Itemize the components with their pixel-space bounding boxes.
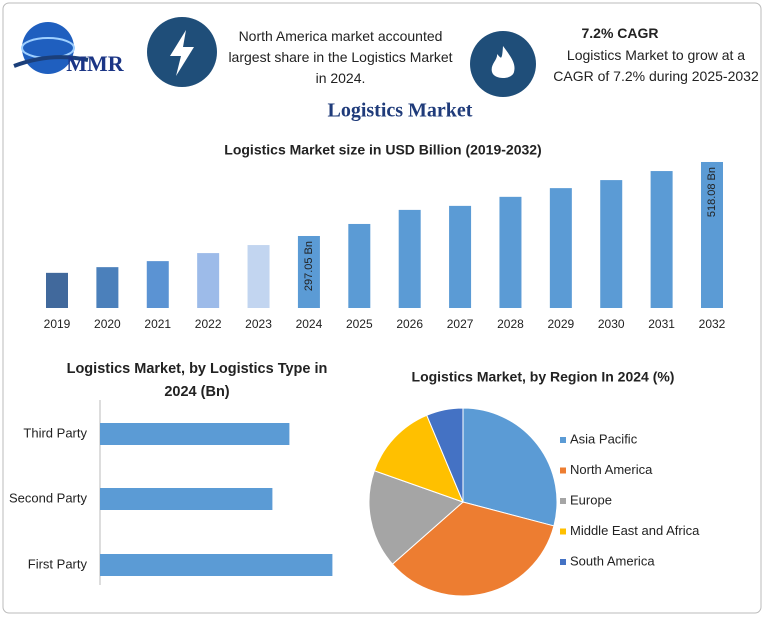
bar	[499, 196, 522, 308]
pie-slice	[462, 407, 558, 527]
bar	[96, 267, 119, 308]
legend-label: Middle East and Africa	[570, 523, 700, 538]
x-tick-label: 2029	[547, 317, 574, 331]
y-tick-label: First Party	[28, 556, 88, 571]
legend-swatch	[560, 498, 566, 504]
bar	[701, 161, 723, 308]
pie-slice	[373, 414, 464, 503]
x-tick-label: 2021	[144, 317, 171, 331]
bar	[398, 209, 421, 308]
x-tick-label: 2030	[598, 317, 625, 331]
x-tick-label: 2026	[396, 317, 423, 331]
cagr-text: Logistics Market to grow at a CAGR of 7.…	[553, 47, 759, 84]
bar	[197, 253, 220, 308]
pie-slice	[426, 407, 464, 503]
bar	[549, 188, 572, 308]
x-tick-label: 2019	[44, 317, 71, 331]
bar	[100, 423, 290, 445]
highlight-text: North America market accounted largest s…	[228, 28, 453, 86]
bar	[247, 245, 270, 308]
legend-swatch	[560, 467, 566, 474]
bar	[100, 488, 273, 510]
legend-label: Asia Pacific	[570, 431, 638, 446]
x-tick-label: 2032	[699, 317, 726, 331]
logo-swoosh	[13, 55, 89, 68]
y-tick-label: Third Party	[23, 425, 87, 440]
flame-icon	[491, 46, 515, 78]
pie-slice	[391, 501, 555, 597]
bar	[348, 223, 371, 308]
bar	[600, 180, 623, 308]
x-tick-label: 2024	[296, 317, 323, 331]
bar	[146, 261, 169, 308]
bar	[46, 272, 68, 308]
legend-label: South America	[570, 553, 655, 568]
chart-title: Logistics Market size in USD Billion (20…	[224, 142, 541, 158]
x-tick-label: 2022	[195, 317, 222, 331]
value-label: 518.08 Bn	[706, 167, 718, 217]
bar	[449, 205, 472, 308]
x-tick-label: 2020	[94, 317, 121, 331]
legend-swatch	[560, 559, 566, 565]
legend-label: North America	[570, 462, 653, 477]
bar	[650, 171, 673, 308]
x-tick-label: 2025	[346, 317, 373, 331]
legend-swatch	[560, 437, 566, 443]
bar	[100, 554, 333, 576]
x-tick-label: 2027	[447, 317, 474, 331]
legend-swatch	[560, 528, 566, 535]
bolt-icon	[170, 30, 194, 76]
legend-label: Europe	[570, 492, 612, 507]
chart-title: Logistics Market, by Logistics Type in 2…	[66, 361, 328, 400]
main-title: Logistics Market	[328, 100, 473, 122]
bar	[297, 235, 320, 308]
x-tick-label: 2023	[245, 317, 272, 331]
cagr-title: 7.2% CAGR	[581, 25, 659, 41]
chart-title: Logistics Market, by Region In 2024 (%)	[412, 369, 675, 385]
x-tick-label: 2031	[648, 317, 675, 331]
y-tick-label: Second Party	[9, 490, 88, 505]
x-tick-label: 2028	[497, 317, 524, 331]
logo-text: MMR	[66, 51, 125, 76]
value-label: 297.05 Bn	[303, 241, 315, 291]
